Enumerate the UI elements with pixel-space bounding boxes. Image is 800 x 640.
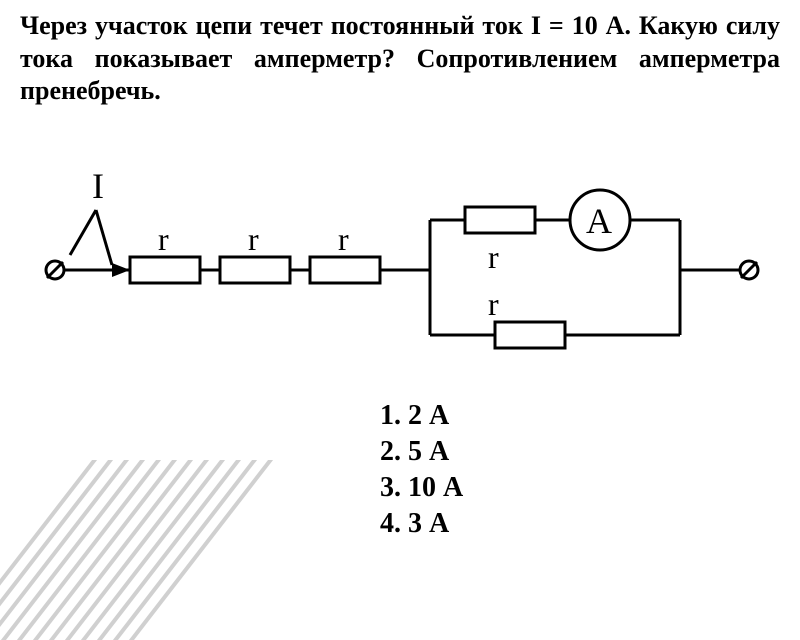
label-r1: r [158, 221, 169, 257]
label-ammeter: A [586, 201, 612, 241]
corner-decor [0, 460, 280, 640]
answer-item: 5 А [380, 436, 463, 468]
label-I: I [92, 166, 104, 206]
answers-list: 2 А 5 А 10 А 3 А [380, 400, 463, 540]
answer-item: 10 А [380, 472, 463, 504]
circuit-diagram: I r r r r r A [0, 160, 800, 400]
answer-item: 2 А [380, 400, 463, 432]
label-r5: r [488, 286, 499, 322]
answers-block: 2 А 5 А 10 А 3 А [380, 400, 463, 544]
answer-item: 3 А [380, 508, 463, 540]
label-r3: r [338, 221, 349, 257]
label-r4: r [488, 239, 499, 275]
question-text: Через участок цепи течет постоянный ток … [0, 0, 800, 108]
label-r2: r [248, 221, 259, 257]
